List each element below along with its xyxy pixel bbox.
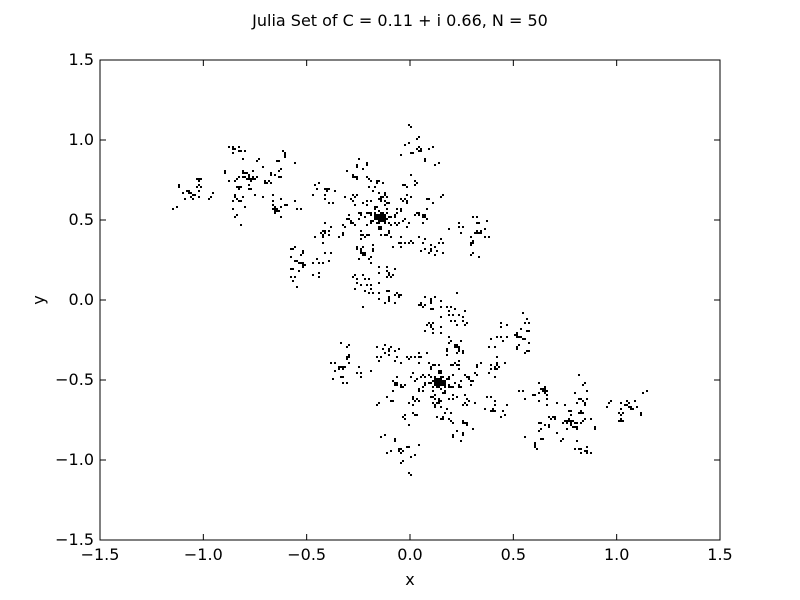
y-axis-ticks: −1.5 −1.0 −0.5 0.0 0.5 1.0 1.5 <box>55 50 720 549</box>
plot-background <box>100 60 720 540</box>
chart-title: Julia Set of C = 0.11 + i 0.66, N = 50 <box>251 11 548 30</box>
x-axis-label: x <box>405 570 414 589</box>
x-tick-label: −0.5 <box>287 545 326 564</box>
x-tick-label: 0.0 <box>397 545 422 564</box>
y-tick-label: 1.0 <box>69 130 94 149</box>
y-axis-label: y <box>29 295 48 304</box>
y-tick-label: 0.5 <box>69 210 94 229</box>
y-tick-label: 0.0 <box>69 290 94 309</box>
y-tick-label: −0.5 <box>55 370 94 389</box>
x-axis-ticks: −1.5 −1.0 −0.5 0.0 0.5 1.0 1.5 <box>81 60 733 564</box>
x-tick-label: 1.5 <box>707 545 732 564</box>
y-tick-label: −1.0 <box>55 450 94 469</box>
x-tick-label: 0.5 <box>501 545 526 564</box>
y-tick-label: −1.5 <box>55 530 94 549</box>
x-tick-label: −1.0 <box>184 545 223 564</box>
y-tick-label: 1.5 <box>69 50 94 69</box>
x-tick-label: −1.5 <box>81 545 120 564</box>
x-tick-label: 1.0 <box>604 545 629 564</box>
